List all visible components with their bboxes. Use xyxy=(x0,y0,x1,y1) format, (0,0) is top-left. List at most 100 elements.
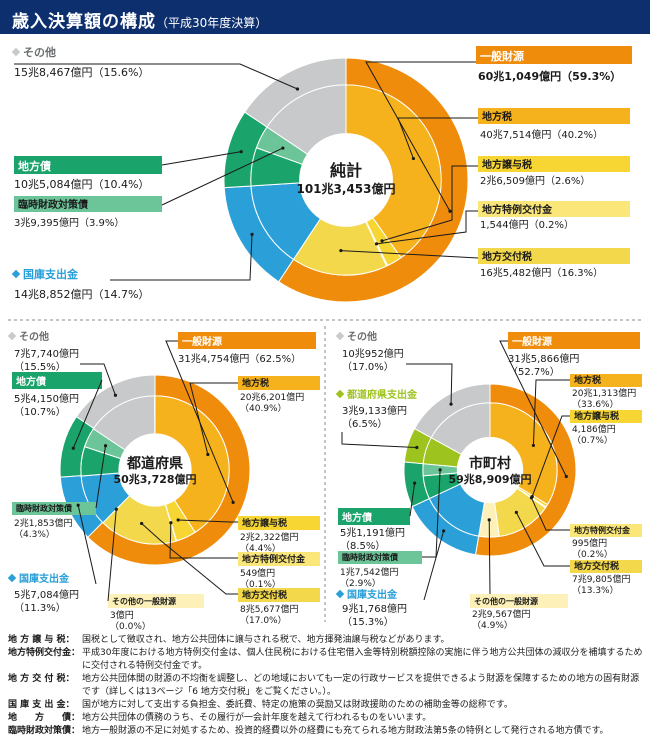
leader-line xyxy=(406,363,453,405)
leader-dot xyxy=(76,503,80,507)
total-center-hole xyxy=(299,133,393,227)
total-transfer-name: 地方譲与税 xyxy=(482,158,532,171)
leader-dot xyxy=(442,529,446,533)
leader-dot xyxy=(449,402,453,406)
total-bond-box xyxy=(14,156,162,174)
leader-line xyxy=(341,432,417,448)
note-row: 地 方 交 付 税： 地方公共団体間の財源の不均衡を調整し、どの地域においても一定… xyxy=(8,673,648,699)
pref-koufu-value: 8兆5,677億円 xyxy=(240,603,299,615)
leader-line xyxy=(532,379,570,446)
muni-general-value: 31兆5,866億円 xyxy=(508,352,579,365)
leader-line xyxy=(72,379,103,449)
page-subtitle: （平成30年度決算） xyxy=(156,16,268,30)
leader-dot xyxy=(531,443,536,448)
total-general-name: 一般財源 xyxy=(480,49,524,63)
leader-dot xyxy=(140,521,144,526)
pref-treasury-diamond-icon xyxy=(7,573,17,583)
note-desc: 地方公共団体の債務のうち、その履行が一会計年度を越えて行われるものをいいます。 xyxy=(82,713,432,723)
leader-line xyxy=(80,363,116,396)
leader-line xyxy=(423,530,445,601)
note-term: 地 方 交 付 税： xyxy=(8,674,75,684)
total-treasury-diamond-icon xyxy=(11,269,21,279)
pref-rinji-pct: （4.3%） xyxy=(14,529,55,540)
muni-center-value: 59兆8,909億円 xyxy=(448,472,531,486)
total-koufu-value: 16兆5,482億円（16.3%） xyxy=(480,266,603,279)
leader-line xyxy=(376,210,478,245)
total-koufu-name: 地方交付税 xyxy=(482,250,532,263)
leader-line xyxy=(77,505,97,585)
leader-line xyxy=(397,117,478,159)
leader-line xyxy=(531,415,570,497)
leader-line xyxy=(110,234,253,281)
pref-bond-pct: （10.7%） xyxy=(14,406,66,418)
pref-bond-box xyxy=(12,372,102,389)
muni-tax-box xyxy=(570,374,642,387)
note-row: 国 庫 支 出 金： 国が地方に対して支出する負担金、委託費、特定の施策の奨励又は… xyxy=(8,699,648,712)
total-bond-value: 10兆5,084億円（10.4%） xyxy=(14,178,149,191)
leader-line xyxy=(178,519,238,523)
total-center-label: 純計 xyxy=(330,161,362,180)
pref-othergen-pct: （0.0%） xyxy=(110,621,151,630)
leader-dot xyxy=(412,481,417,485)
total-treasury-value: 14兆8,852億円（14.7%） xyxy=(14,288,149,301)
muni-general-box xyxy=(508,332,640,349)
leader-line xyxy=(530,497,570,531)
note-row: 臨時財政対策債： 地方一般財源の不足に対処するため、投資的経費以外の経費にも充てら… xyxy=(8,725,648,738)
leader-dot xyxy=(250,232,254,236)
total-tax-value: 40兆7,514億円（40.2%） xyxy=(480,128,603,141)
muni-general-name: 一般財源 xyxy=(512,335,552,348)
leader-line xyxy=(95,445,107,509)
total-special-box xyxy=(478,201,630,217)
pref-rinji-name: 臨時財政対策債 xyxy=(16,503,72,513)
muni-special-name: 地方特例交付金 xyxy=(574,525,631,535)
leader-line xyxy=(169,522,238,559)
note-term: 国 庫 支 出 金： xyxy=(8,700,75,710)
leader-dot xyxy=(487,518,491,522)
pref-koufu-pct: （17.0%） xyxy=(240,615,287,626)
leader-dot xyxy=(339,248,343,253)
title-bar: 歳入決算額の構成（平成30年度決算） xyxy=(0,0,650,34)
pref-other-pct: （15.5%） xyxy=(14,361,66,373)
pref-bond-value: 5兆4,150億円 xyxy=(14,392,79,405)
leader-line xyxy=(488,519,491,595)
muni-center-hole xyxy=(457,437,523,503)
muni-transfer-pct: （0.7%） xyxy=(572,435,613,446)
muni-other-name: その他 xyxy=(347,330,377,343)
note-term: 地方特例交付金： xyxy=(8,648,81,658)
leader-dot xyxy=(529,496,534,500)
leader-dot xyxy=(380,239,384,243)
pref-other-name: その他 xyxy=(19,330,49,343)
total-rinji-box xyxy=(14,196,162,212)
muni-tax-pct: （33.6%） xyxy=(572,399,619,410)
leader-line xyxy=(165,340,234,503)
pref-treasury-pct: （11.3%） xyxy=(14,602,66,614)
muni-othergen-pct: （4.9%） xyxy=(472,620,513,630)
muni-general-pct: （52.7%） xyxy=(508,366,560,378)
leader-dot xyxy=(169,521,173,525)
muni-treasury-name: 国庫支出金 xyxy=(347,588,398,601)
muni-rinji-pct: （2.9%） xyxy=(340,578,381,589)
pref-tax-name: 地方税 xyxy=(242,377,269,389)
leader-line xyxy=(381,165,478,242)
pref-general-box xyxy=(178,332,316,349)
leader-line xyxy=(107,509,117,602)
leader-line xyxy=(365,61,476,212)
pref-tax-box xyxy=(238,376,320,390)
muni-treasury-value: 9兆1,768億円 xyxy=(342,602,407,615)
leader-dot xyxy=(448,209,452,213)
note-desc: 地方一般財源の不足に対処するため、投資的経費以外の経費にも充てられる地方財政法第… xyxy=(82,726,609,736)
pref-othergen-name: その他の一般財源 xyxy=(112,596,176,606)
muni-treasury-diamond-icon xyxy=(335,589,345,599)
note-row: 地方特例交付金： 平成30年度における地方特例交付金は、個人住民税における住宅借入… xyxy=(8,647,648,673)
total-transfer-box xyxy=(478,156,630,172)
leader-line xyxy=(515,512,570,567)
pref-special-name: 地方特例交付金 xyxy=(242,553,306,565)
leader-line xyxy=(14,63,298,90)
total-bond-name: 地方債 xyxy=(18,159,51,173)
note-term: 地 方 譲 与 税： xyxy=(8,635,75,645)
leader-dot xyxy=(438,468,442,472)
note-desc: 地方公共団体間の財源の不均衡を調整し、どの地域においても一定の行政サービスを提供… xyxy=(82,674,640,697)
total-general-box xyxy=(476,46,632,64)
